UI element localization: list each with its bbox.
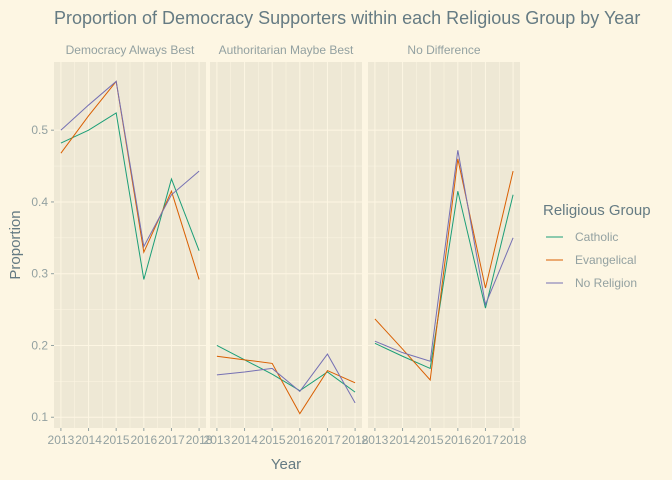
facet-strip bbox=[54, 40, 206, 60]
x-tick-label: 2017 bbox=[158, 433, 185, 447]
chart-title: Proportion of Democracy Supporters withi… bbox=[54, 8, 640, 28]
series-line-evangelical bbox=[374, 158, 514, 382]
x-tick-label: 2016 bbox=[130, 433, 157, 447]
legend-label: Evangelical bbox=[575, 253, 636, 267]
y-tick-label: 0.4 bbox=[31, 195, 48, 209]
legend: Religious Group Catholic Evangelical No Re… bbox=[543, 202, 651, 290]
x-tick-label: 2016 bbox=[286, 433, 313, 447]
facet-strip bbox=[210, 40, 362, 60]
series-line-catholic bbox=[374, 191, 514, 370]
facet-strip-label: No Difference bbox=[407, 43, 480, 57]
x-tick-label: 2017 bbox=[472, 433, 499, 447]
x-tick-label: 2017 bbox=[314, 433, 341, 447]
series-line-evangelical bbox=[216, 355, 356, 415]
x-tick-label: 2014 bbox=[389, 433, 416, 447]
x-tick-label: 2018 bbox=[342, 433, 369, 447]
x-tick-label: 2013 bbox=[204, 433, 231, 447]
x-tick-label: 2018 bbox=[500, 433, 527, 447]
x-tick-label: 2015 bbox=[417, 433, 444, 447]
y-axis-title: Proportion bbox=[7, 210, 24, 279]
x-tick-label: 2015 bbox=[259, 433, 286, 447]
y-tick-label: 0.5 bbox=[31, 123, 48, 137]
series-line-no-religion bbox=[60, 80, 200, 248]
series-line-catholic bbox=[216, 345, 356, 393]
facet-strip-label: Democracy Always Best bbox=[66, 43, 195, 57]
x-tick-label: 2016 bbox=[444, 433, 471, 447]
x-tick-label: 2014 bbox=[75, 433, 102, 447]
series-line-no-religion bbox=[216, 353, 356, 404]
facet-panel: No Difference 2013 2014 2015 2016 2017 2018 bbox=[362, 40, 527, 447]
y-tick-label: 0.1 bbox=[31, 410, 48, 424]
x-axis-title: Year bbox=[271, 456, 301, 473]
x-tick-label: 2018 bbox=[186, 433, 213, 447]
facet-strip-label: Authoritarian Maybe Best bbox=[219, 43, 354, 57]
series-line-no-religion bbox=[374, 150, 514, 362]
facet-panel: Authoritarian Maybe Best 2013 2014 2015 2016… bbox=[204, 40, 369, 447]
y-tick-label: 0.2 bbox=[31, 338, 48, 352]
facet-strip bbox=[368, 40, 520, 60]
x-tick-label: 2013 bbox=[362, 433, 389, 447]
y-tick-label: 0.3 bbox=[31, 267, 48, 281]
y-axis: 0.1 0.2 0.3 0.4 0.5 bbox=[31, 123, 54, 424]
legend-label: Catholic bbox=[575, 230, 618, 244]
x-tick-label: 2015 bbox=[103, 433, 130, 447]
legend-title: Religious Group bbox=[543, 202, 651, 219]
legend-label: No Religion bbox=[575, 276, 637, 290]
x-tick-label: 2014 bbox=[231, 433, 258, 447]
x-tick-label: 2013 bbox=[48, 433, 75, 447]
